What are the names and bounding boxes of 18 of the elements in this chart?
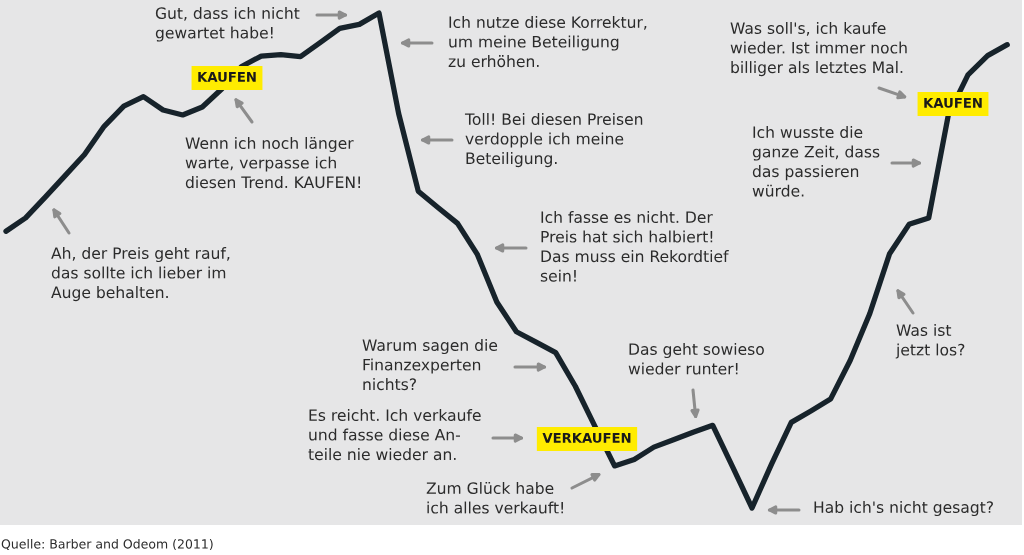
annotation: Zum Glück habe ich alles verkauft! (426, 482, 563, 514)
annotation: Ich wusste die ganze Zeit, dass das passieren würde. (752, 126, 880, 197)
annotation: KAUFEN (198, 72, 256, 82)
annotation: Gut, dass ich nicht gewartet habe! (155, 7, 300, 42)
annotation: Was ist jetzt los? (895, 324, 965, 359)
annotation: Ah, der Preis geht rauf, das sollte ich lieber im Auge behalten. (51, 247, 230, 302)
annotation: Wenn ich noch länger warte, verpasse ich diesen Trend. KAUFEN! (185, 137, 360, 189)
annotation: KAUFEN (924, 98, 982, 108)
annotation: Toll! Bei diesen Preisen verdopple ich meine Beteiligung. (464, 113, 643, 168)
source-note: Quelle: Barber and Odeom (2011) (1, 538, 213, 551)
annotation: Hab ich's nicht gesagt? (814, 501, 993, 517)
annotation: Das geht sowieso wieder runter! (628, 343, 764, 375)
annotation: Ich nutze diese Korrektur, um meine Beteiligung zu erhöhen. (448, 16, 647, 68)
annotation: Ich fasse es nicht. Der Preis hat sich halbiert! Das muss ein Rekordtief sein! (540, 211, 729, 282)
annotation: Warum sagen die Finanzexperten nichts? (362, 339, 498, 391)
annotation: VERKAUFEN (542, 433, 631, 443)
annotation: Es reicht. Ich verkaufe und fasse diese An- teile nie wieder an. (308, 409, 481, 461)
annotation: Was soll's, ich kaufe wieder. Ist immer noch billiger als letztes Mal. (730, 22, 907, 77)
